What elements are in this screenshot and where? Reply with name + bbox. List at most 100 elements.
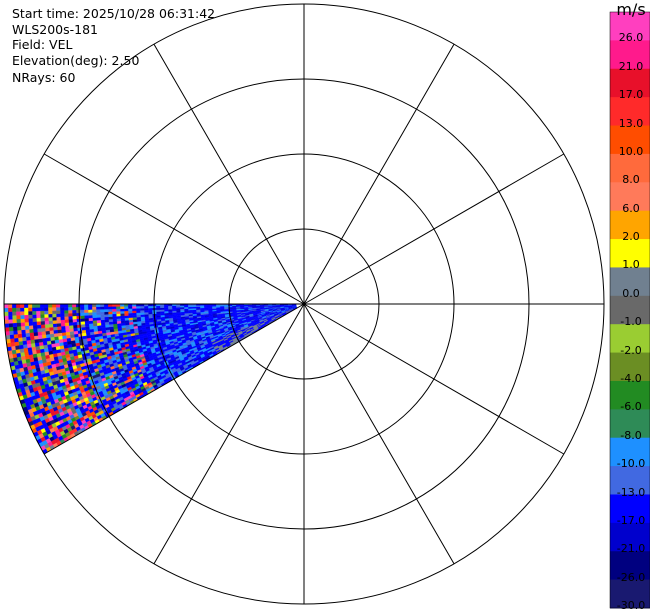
velocity-gate [72,310,76,313]
velocity-gate [20,315,24,319]
velocity-gate [113,319,117,322]
velocity-gate [100,312,104,315]
velocity-gate [144,308,148,310]
velocity-gate [132,306,136,308]
velocity-gate [9,323,13,327]
velocity-gate [96,307,100,310]
velocity-gate [92,312,96,315]
velocity-gate [24,315,28,319]
velocity-gate [88,315,92,318]
velocity-gate [53,320,57,324]
velocity-gate [144,310,148,312]
velocity-gate [128,309,132,311]
velocity-gate [104,314,108,317]
colorbar-tick-label: -21.0 [612,543,650,555]
velocity-gate [30,336,34,340]
velocity-gate [100,309,104,312]
velocity-gate [36,308,40,312]
velocity-gate [10,335,14,339]
velocity-gate [85,324,89,327]
velocity-gate [19,345,24,349]
velocity-gate [156,308,160,310]
velocity-gate [20,319,24,323]
velocity-gate [21,326,25,330]
velocity-gate [4,308,8,312]
velocity-gate [29,329,33,333]
nrays-label: NRays: 60 [12,70,75,85]
velocity-gate [8,319,12,323]
velocity-gate [25,329,29,333]
velocity-gate [104,309,108,312]
velocity-gate [96,315,100,318]
velocity-gate [176,309,180,311]
velocity-gate [136,313,140,315]
colorbar-tick-label: -13.0 [612,487,650,499]
azimuth-spoke [44,154,304,304]
velocity-gate [40,307,44,311]
velocity-gate [29,322,33,326]
velocity-gate [32,318,36,322]
velocity-gate [140,315,144,317]
velocity-gate [41,321,45,325]
velocity-gate [24,308,28,312]
velocity-gate [180,306,184,308]
velocity-gate [164,308,168,310]
velocity-gate [34,336,38,340]
velocity-gate [11,342,16,346]
velocity-gate [184,307,188,309]
velocity-gate [196,305,200,306]
velocity-gate [112,316,116,319]
velocity-gate [109,322,113,325]
velocity-gate [16,308,20,312]
velocity-gate [168,306,172,308]
velocity-gate [184,306,188,308]
velocity-gate [44,317,48,321]
velocity-gate [38,339,42,343]
velocity-gate [192,307,196,309]
velocity-gate [156,312,160,314]
velocity-gate [65,329,69,333]
velocity-gate [15,345,20,349]
velocity-gate [29,325,33,329]
velocity-gate [82,330,86,333]
velocity-gate [121,321,125,324]
azimuth-spoke [154,44,304,304]
velocity-gate [204,305,208,306]
velocity-gate [160,306,164,308]
velocity-gate [37,328,41,332]
velocity-gate [52,307,56,310]
colorbar-tick-label: 26.0 [612,32,650,44]
velocity-gate [48,307,52,310]
velocity-gate [73,325,77,328]
velocity-gate [48,304,52,307]
velocity-gate [120,309,124,312]
velocity-gate [124,313,128,316]
velocity-gate [84,310,88,313]
velocity-gate [36,318,40,322]
velocity-gate [37,321,41,325]
velocity-gate [41,324,45,328]
velocity-gate [26,333,30,337]
velocity-gate [108,309,112,312]
colorbar-tick-label: -30.0 [612,600,650,612]
velocity-gate [48,317,52,321]
velocity-gate [48,311,52,315]
velocity-gate [120,316,124,319]
velocity-gate [70,331,74,335]
velocity-gate [72,307,76,310]
velocity-gate [16,349,21,353]
velocity-gate [128,306,132,308]
velocity-gate [140,306,144,308]
velocity-gate [97,320,101,323]
velocity-gate [57,323,61,327]
velocity-gate [8,312,12,316]
velocity-gate [36,314,40,318]
velocity-gate [8,304,12,308]
velocity-gate [85,327,89,330]
velocity-gate [148,312,152,314]
velocity-gate [30,332,34,336]
velocity-gate [64,310,68,313]
velocity-gate [18,337,22,341]
velocity-gate [172,306,176,308]
